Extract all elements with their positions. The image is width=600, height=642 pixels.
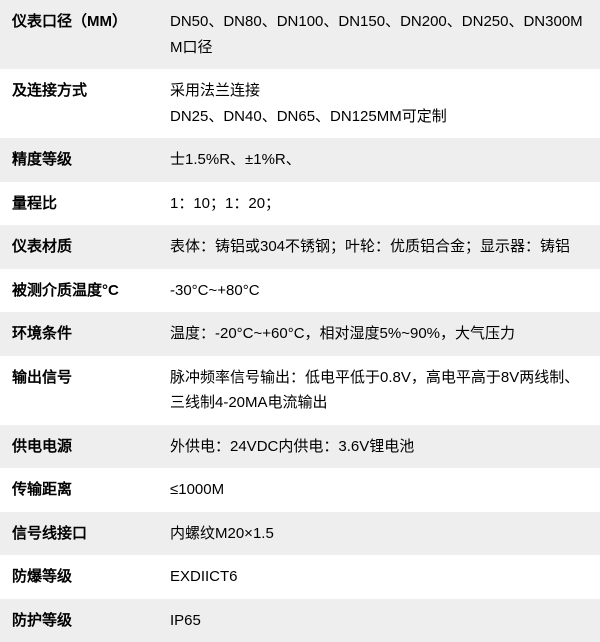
table-row: 及连接方式 采用法兰连接DN25、DN40、DN65、DN125MM可定制: [0, 69, 600, 138]
row-value: DN50、DN80、DN100、DN150、DN200、DN250、DN300M…: [165, 0, 600, 69]
table-row: 量程比 1：10；1：20；: [0, 182, 600, 226]
row-value: 表体：铸铝或304不锈钢；叶轮：优质铝合金；显示器：铸铝: [165, 225, 600, 269]
table-row: 输出信号 脉冲频率信号输出：低电平低于0.8V，高电平高于8V两线制、三线制4-…: [0, 356, 600, 425]
row-label: 供电电源: [0, 425, 165, 469]
row-label: 量程比: [0, 182, 165, 226]
row-label: 传输距离: [0, 468, 165, 512]
table-row: 仪表材质 表体：铸铝或304不锈钢；叶轮：优质铝合金；显示器：铸铝: [0, 225, 600, 269]
table-row: 传输距离 ≤1000M: [0, 468, 600, 512]
row-label: 输出信号: [0, 356, 165, 425]
row-label: 被测介质温度°C: [0, 269, 165, 313]
row-value: EXDIICT6: [165, 555, 600, 599]
table-row: 防爆等级 EXDIICT6: [0, 555, 600, 599]
row-label: 防爆等级: [0, 555, 165, 599]
row-label: 环境条件: [0, 312, 165, 356]
row-label: 及连接方式: [0, 69, 165, 138]
table-row: 环境条件 温度：-20°C~+60°C，相对湿度5%~90%，大气压力: [0, 312, 600, 356]
row-label: 防护等级: [0, 599, 165, 642]
table-row: 被测介质温度°C -30°C~+80°C: [0, 269, 600, 313]
row-value: 脉冲频率信号输出：低电平低于0.8V，高电平高于8V两线制、三线制4-20MA电…: [165, 356, 600, 425]
row-value: 1：10；1：20；: [165, 182, 600, 226]
table-row: 信号线接口 内螺纹M20×1.5: [0, 512, 600, 556]
table-row: 精度等级 士1.5%R、±1%R、: [0, 138, 600, 182]
row-label: 信号线接口: [0, 512, 165, 556]
row-label: 仪表口径（MM）: [0, 0, 165, 69]
table-row: 仪表口径（MM） DN50、DN80、DN100、DN150、DN200、DN2…: [0, 0, 600, 69]
row-value: ≤1000M: [165, 468, 600, 512]
table-row: 供电电源 外供电：24VDC内供电：3.6V锂电池: [0, 425, 600, 469]
row-value: 内螺纹M20×1.5: [165, 512, 600, 556]
row-value: 士1.5%R、±1%R、: [165, 138, 600, 182]
row-value: 外供电：24VDC内供电：3.6V锂电池: [165, 425, 600, 469]
row-value: -30°C~+80°C: [165, 269, 600, 313]
row-label: 仪表材质: [0, 225, 165, 269]
spec-table: 仪表口径（MM） DN50、DN80、DN100、DN150、DN200、DN2…: [0, 0, 600, 642]
row-value: 温度：-20°C~+60°C，相对湿度5%~90%，大气压力: [165, 312, 600, 356]
row-value: 采用法兰连接DN25、DN40、DN65、DN125MM可定制: [165, 69, 600, 138]
row-label: 精度等级: [0, 138, 165, 182]
table-row: 防护等级 IP65: [0, 599, 600, 642]
row-value: IP65: [165, 599, 600, 642]
